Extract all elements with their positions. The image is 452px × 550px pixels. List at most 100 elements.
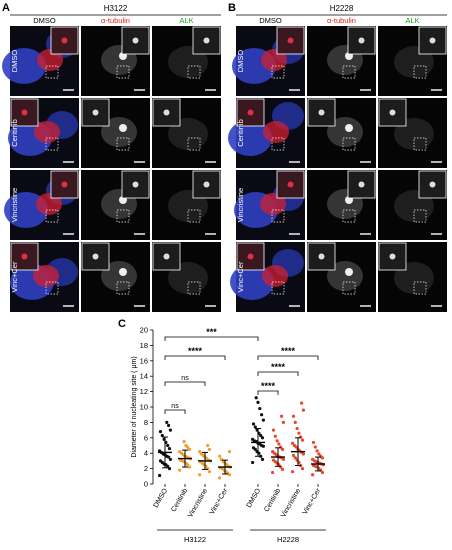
inset-aster bbox=[132, 181, 139, 188]
roi-box bbox=[187, 65, 201, 79]
roi-box bbox=[187, 137, 201, 151]
micrograph bbox=[81, 26, 150, 96]
panel-letter: A bbox=[2, 2, 10, 14]
micrograph bbox=[307, 242, 376, 312]
data-point bbox=[291, 453, 296, 458]
sig-label: **** bbox=[188, 346, 203, 356]
row-label: Vinc+Cer bbox=[10, 261, 19, 292]
y-tick-label: 18 bbox=[140, 341, 148, 350]
sig-label: ns bbox=[181, 375, 189, 382]
data-point bbox=[258, 406, 262, 411]
data-point bbox=[317, 452, 321, 456]
inset-aster bbox=[21, 109, 28, 116]
sig-label: ns bbox=[171, 403, 179, 410]
column-header: DMSO bbox=[259, 16, 282, 25]
data-point bbox=[158, 459, 163, 463]
micrograph bbox=[378, 242, 447, 312]
group-label: H2228 bbox=[277, 535, 299, 544]
data-point bbox=[300, 401, 304, 405]
data-point bbox=[158, 449, 162, 453]
panel-letter: B bbox=[228, 2, 236, 14]
nucleus bbox=[2, 48, 46, 84]
inset-aster bbox=[287, 37, 294, 44]
data-point bbox=[254, 396, 258, 400]
roi-box bbox=[116, 209, 130, 223]
data-point bbox=[273, 434, 277, 438]
data-point bbox=[167, 446, 172, 451]
sig-bracket bbox=[164, 355, 226, 360]
roi-box bbox=[45, 281, 59, 295]
roi-box bbox=[271, 209, 285, 223]
data-point bbox=[260, 457, 265, 461]
y-axis-label: Diameter of nucleating site ( μm) bbox=[131, 356, 138, 457]
roi-box bbox=[342, 137, 356, 151]
row-label: Ceritinib bbox=[236, 119, 245, 147]
y-tick-label: 10 bbox=[140, 403, 148, 412]
data-point bbox=[301, 408, 305, 412]
sig-bracket bbox=[164, 409, 186, 414]
roi-box bbox=[342, 65, 356, 79]
data-point bbox=[271, 450, 275, 454]
data-point bbox=[280, 467, 285, 471]
y-tick-label: 2 bbox=[144, 464, 148, 473]
tubulin-signal bbox=[262, 265, 288, 287]
data-point bbox=[295, 426, 299, 431]
y-tick-label: 6 bbox=[144, 433, 148, 442]
data-point bbox=[178, 450, 182, 454]
data-point bbox=[251, 460, 255, 465]
row-label: DMSO bbox=[236, 50, 245, 73]
micrograph bbox=[81, 242, 150, 312]
tubulin-signal bbox=[260, 193, 286, 215]
y-tick-label: 8 bbox=[144, 418, 148, 427]
sig-label: **** bbox=[271, 362, 286, 372]
inset-aster bbox=[132, 37, 139, 44]
sig-bracket bbox=[257, 355, 319, 360]
inset-aster bbox=[163, 109, 170, 116]
data-point bbox=[168, 428, 172, 432]
roi-box bbox=[342, 281, 356, 295]
x-tick-label: Vincristine bbox=[280, 487, 302, 518]
inset-aster bbox=[358, 181, 365, 188]
roi-box bbox=[413, 209, 427, 223]
data-point bbox=[187, 447, 192, 451]
roi-box bbox=[116, 65, 130, 79]
micrograph bbox=[378, 98, 447, 168]
data-point bbox=[280, 414, 284, 418]
inset bbox=[307, 98, 336, 127]
tubulin-signal bbox=[263, 121, 289, 143]
roi-box bbox=[116, 137, 130, 151]
data-point bbox=[259, 433, 263, 438]
row-label: DMSO bbox=[10, 50, 19, 73]
micrograph bbox=[152, 170, 221, 240]
micrograph bbox=[152, 242, 221, 312]
roi-box bbox=[187, 281, 201, 295]
aster bbox=[345, 268, 353, 276]
nucleus bbox=[228, 120, 272, 156]
data-point bbox=[311, 440, 316, 445]
sig-bracket bbox=[257, 390, 279, 395]
roi-box bbox=[45, 65, 59, 79]
data-point bbox=[260, 436, 265, 440]
roi-box bbox=[271, 281, 285, 295]
data-point bbox=[291, 470, 295, 474]
inset-aster bbox=[389, 109, 396, 116]
x-tick-label: Vinc+Cer bbox=[302, 487, 323, 516]
data-point bbox=[207, 470, 212, 474]
data-point bbox=[280, 447, 285, 451]
aster bbox=[119, 124, 127, 132]
data-point bbox=[251, 422, 256, 426]
data-point bbox=[207, 447, 212, 451]
column-header: α-tubulin bbox=[101, 16, 130, 25]
inset-aster bbox=[318, 109, 325, 116]
data-point bbox=[158, 473, 162, 478]
data-point bbox=[251, 446, 256, 450]
data-point bbox=[227, 450, 232, 454]
tubulin-signal bbox=[327, 261, 363, 291]
data-point bbox=[315, 449, 319, 453]
cell-line-title: H2228 bbox=[330, 4, 354, 13]
micrograph bbox=[81, 98, 150, 168]
tubulin-signal bbox=[261, 49, 287, 71]
data-point bbox=[311, 457, 315, 461]
data-point bbox=[293, 420, 297, 424]
